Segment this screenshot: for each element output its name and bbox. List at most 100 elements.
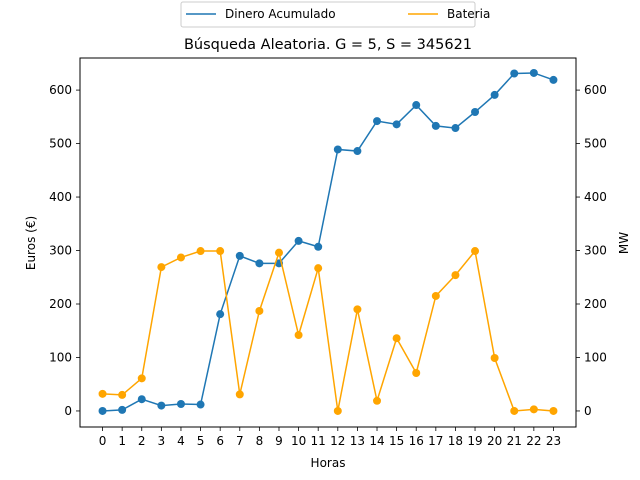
data-point-bateria xyxy=(274,248,283,257)
y-left-tick-label: 600 xyxy=(49,83,72,97)
data-point-bateria xyxy=(529,405,538,414)
y-right-tick-label: 500 xyxy=(584,137,607,151)
data-point-bateria xyxy=(98,389,107,398)
y-right-tick-label: 100 xyxy=(584,350,607,364)
data-point-dinero xyxy=(529,68,538,77)
data-point-bateria xyxy=(373,396,382,405)
x-tick-label: 3 xyxy=(158,434,166,448)
data-point-bateria xyxy=(137,374,146,383)
y-right-tick-label: 400 xyxy=(584,190,607,204)
data-point-dinero xyxy=(451,124,460,133)
data-point-dinero xyxy=(549,75,558,84)
x-tick-label: 19 xyxy=(467,434,482,448)
y-right-tick-label: 300 xyxy=(584,244,607,258)
data-point-bateria xyxy=(118,390,127,399)
x-axis-title: Horas xyxy=(311,456,346,470)
x-tick-label: 14 xyxy=(369,434,384,448)
x-tick-label: 0 xyxy=(99,434,107,448)
x-tick-label: 15 xyxy=(389,434,404,448)
series-line-bateria xyxy=(102,249,554,412)
y-left-tick-label: 0 xyxy=(64,404,72,418)
data-point-bateria xyxy=(255,306,264,315)
data-point-dinero xyxy=(176,400,185,409)
y-axis-left: 0 100 200 300 400 500 600 xyxy=(49,83,80,418)
data-point-dinero xyxy=(373,117,382,126)
x-tick-label: 9 xyxy=(275,434,283,448)
data-point-bateria xyxy=(392,334,401,343)
x-tick-label: 23 xyxy=(546,434,561,448)
data-point-dinero xyxy=(255,259,264,268)
x-tick-label: 1 xyxy=(118,434,126,448)
plot-frame xyxy=(79,57,577,428)
y-axis-right: 0 100 200 300 400 500 600 xyxy=(576,83,607,418)
data-point-bateria xyxy=(333,406,342,415)
data-point-dinero xyxy=(353,147,362,156)
data-point-dinero xyxy=(314,242,323,251)
x-tick-label: 12 xyxy=(330,434,345,448)
data-point-bateria xyxy=(235,390,244,399)
x-axis: 0 1 2 3 4 5 6 7 8 9 10 11 12 13 14 15 16 17 18 19 20 21 22 23 xyxy=(99,427,561,448)
legend-label: Dinero Acumulado xyxy=(225,7,336,21)
data-point-bateria xyxy=(549,406,558,415)
chart-title: Búsqueda Aleatoria. G = 5, S = 345621 xyxy=(184,37,472,53)
x-tick-label: 21 xyxy=(507,434,522,448)
x-tick-label: 13 xyxy=(350,434,365,448)
y-left-tick-label: 500 xyxy=(49,137,72,151)
x-tick-label: 6 xyxy=(216,434,224,448)
data-point-bateria xyxy=(176,253,185,262)
data-point-bateria xyxy=(412,368,421,377)
data-point-bateria xyxy=(294,331,303,340)
data-point-bateria xyxy=(314,264,323,273)
y-right-tick-label: 0 xyxy=(584,404,592,418)
data-point-dinero xyxy=(510,69,519,78)
plot-area xyxy=(79,57,577,428)
x-tick-label: 4 xyxy=(177,434,185,448)
series-layer xyxy=(98,68,558,415)
data-point-dinero xyxy=(118,405,127,414)
data-point-dinero xyxy=(431,121,440,130)
data-point-bateria xyxy=(353,305,362,314)
y-left-tick-label: 400 xyxy=(49,190,72,204)
legend-box xyxy=(180,1,476,28)
data-point-dinero xyxy=(412,101,421,110)
y-axis-right-title: MW xyxy=(617,232,631,254)
series-line-dinero xyxy=(102,72,554,412)
data-point-dinero xyxy=(137,395,146,404)
data-point-bateria xyxy=(216,247,225,256)
data-point-dinero xyxy=(294,236,303,245)
data-point-bateria xyxy=(451,271,460,280)
y-right-tick-label: 600 xyxy=(584,83,607,97)
x-tick-label: 20 xyxy=(487,434,502,448)
x-tick-label: 11 xyxy=(311,434,326,448)
data-point-dinero xyxy=(157,401,166,410)
x-tick-label: 2 xyxy=(138,434,146,448)
x-tick-label: 10 xyxy=(291,434,306,448)
x-tick-label: 17 xyxy=(428,434,443,448)
data-point-dinero xyxy=(196,400,205,409)
data-point-dinero xyxy=(471,108,480,117)
x-tick-label: 7 xyxy=(236,434,244,448)
data-point-dinero xyxy=(235,251,244,260)
y-right-tick-label: 200 xyxy=(584,297,607,311)
legend: Dinero Acumulado Bateria xyxy=(180,1,490,28)
data-point-bateria xyxy=(471,247,480,256)
y-left-tick-label: 200 xyxy=(49,297,72,311)
x-tick-label: 8 xyxy=(256,434,264,448)
data-point-bateria xyxy=(510,406,519,415)
y-left-tick-label: 300 xyxy=(49,244,72,258)
data-point-bateria xyxy=(157,263,166,272)
x-tick-label: 18 xyxy=(448,434,463,448)
data-point-bateria xyxy=(490,354,499,363)
x-tick-label: 22 xyxy=(526,434,541,448)
data-point-bateria xyxy=(431,291,440,300)
y-left-tick-label: 100 xyxy=(49,350,72,364)
legend-label: Bateria xyxy=(447,7,490,21)
data-point-bateria xyxy=(196,247,205,256)
y-axis-left-title: Euros (€) xyxy=(24,216,38,270)
data-point-dinero xyxy=(490,90,499,99)
x-tick-label: 5 xyxy=(197,434,205,448)
x-tick-label: 16 xyxy=(409,434,424,448)
data-point-dinero xyxy=(216,310,225,319)
data-point-dinero xyxy=(392,120,401,129)
